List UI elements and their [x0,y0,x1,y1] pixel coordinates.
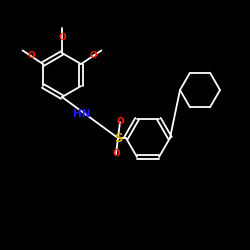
Text: O: O [112,150,120,158]
Text: O: O [58,34,66,42]
Text: O: O [27,52,35,60]
Text: S: S [114,132,122,144]
Text: O: O [89,52,97,60]
Text: HN: HN [73,109,90,119]
Text: O: O [116,118,124,126]
